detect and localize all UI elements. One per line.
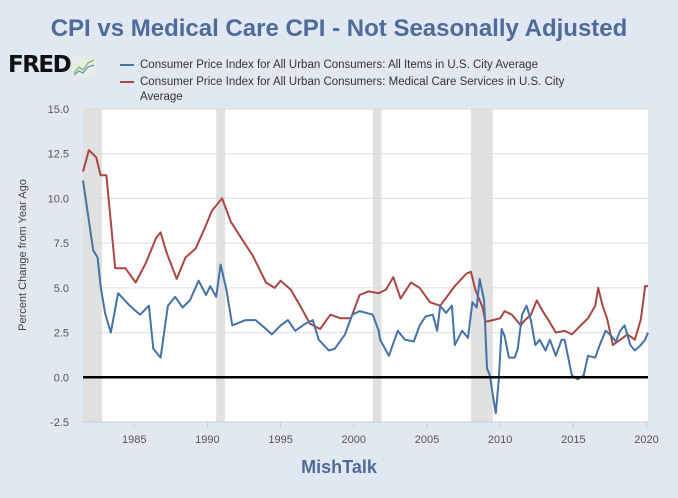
footer-brand: MishTalk <box>301 457 377 477</box>
y-tick-label: 10.0 <box>48 193 69 205</box>
legend-swatch-cpi <box>120 63 134 66</box>
x-tick-label: 2000 <box>342 434 366 446</box>
legend-label-medical-line2: Average <box>140 91 183 103</box>
y-tick-label: 15.0 <box>48 104 69 116</box>
fred-chart-icon <box>72 57 97 77</box>
fred-logo: FRED <box>8 52 97 78</box>
y-tick-label: 7.5 <box>54 238 69 250</box>
legend-swatch-medical <box>120 80 134 83</box>
legend-label-medical-line1: Consumer Price Index for All Urban Consu… <box>140 76 565 88</box>
y-tick-label: 12.5 <box>48 149 69 161</box>
y-tick-label: 2.5 <box>54 328 69 340</box>
x-tick-label: 1985 <box>122 434 146 446</box>
fred-logo-text: FRED <box>8 52 72 78</box>
chart-title: CPI vs Medical Care CPI - Not Seasonally… <box>50 15 628 42</box>
legend-item-medical[interactable]: Consumer Price Index for All Urban Consu… <box>120 75 620 105</box>
series-line-medical-care <box>82 149 648 347</box>
x-tick-label: 2010 <box>488 434 512 446</box>
y-tick-label: 5.0 <box>54 283 69 295</box>
recession-band <box>372 109 382 422</box>
recession-band <box>83 109 103 422</box>
y-tick-label: -2.5 <box>50 417 69 429</box>
x-tick-label: 1995 <box>268 434 292 446</box>
recession-band <box>470 109 493 422</box>
y-tick-label: 0.0 <box>54 372 69 384</box>
y-axis-label: Percent Change from Year Ago <box>17 179 29 331</box>
plot-background <box>83 109 648 422</box>
x-tick-label: 1990 <box>195 434 219 446</box>
series-line-cpi-all-items <box>82 180 649 415</box>
x-tick-label: 2020 <box>634 434 658 446</box>
x-tick-label: 2005 <box>415 434 439 446</box>
legend-label-cpi: Consumer Price Index for All Urban Consu… <box>140 59 538 71</box>
legend-item-cpi[interactable]: Consumer Price Index for All Urban Consu… <box>120 58 538 73</box>
x-tick-label: 2015 <box>561 434 585 446</box>
